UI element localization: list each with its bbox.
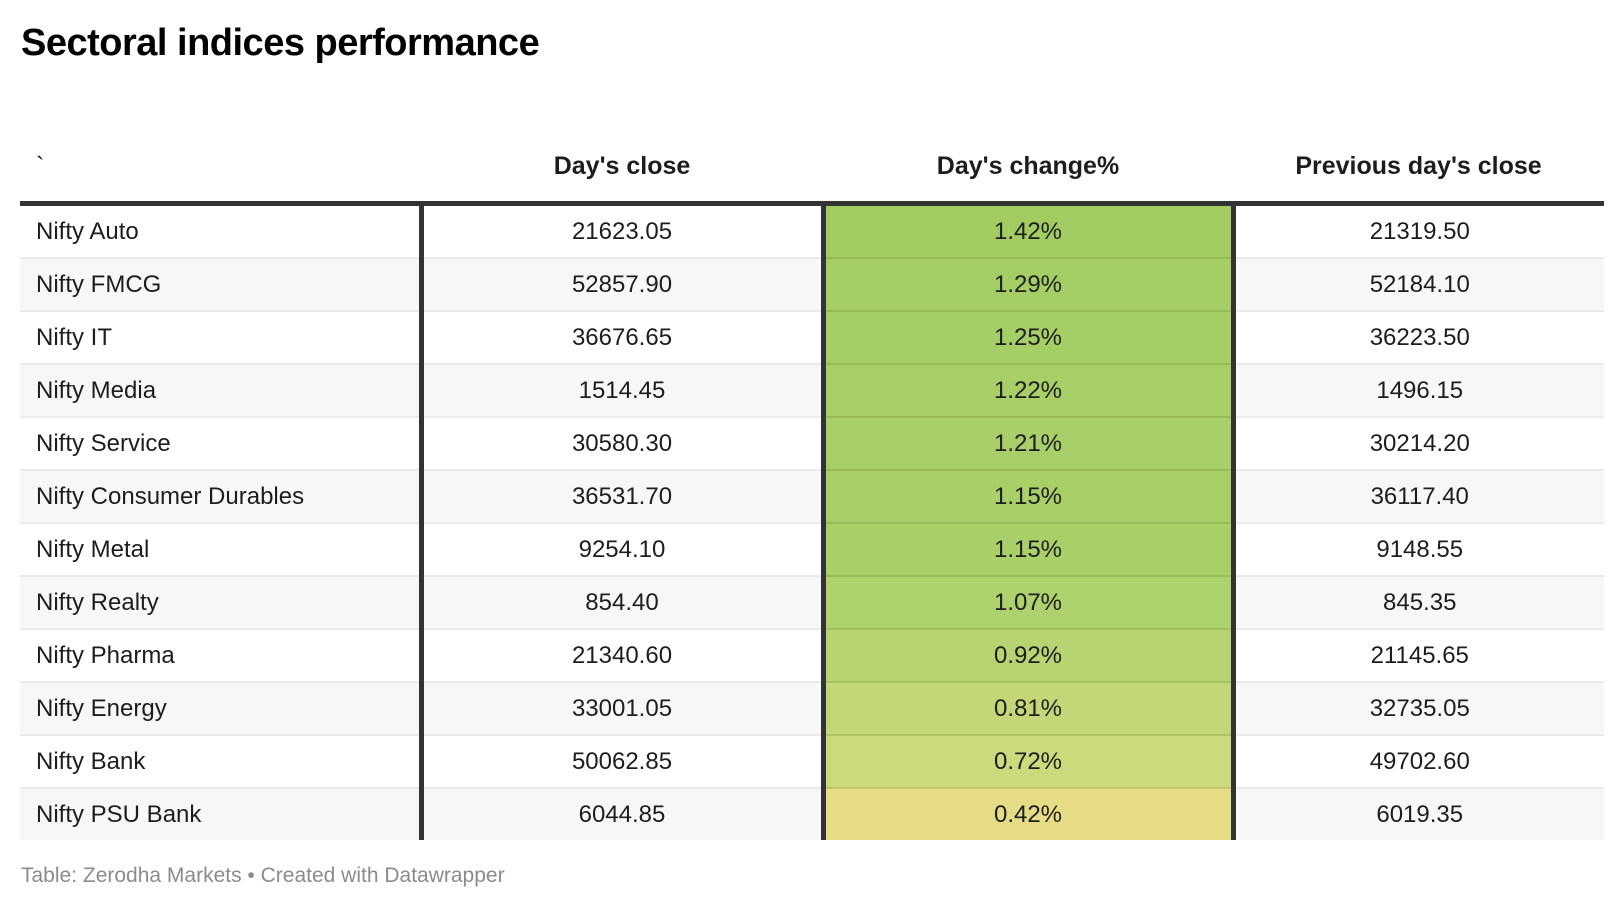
col-header-days-close: Day's close — [553, 152, 691, 180]
table-row: Nifty Metal 9254.10 1.15% 9148.55 — [20, 522, 1604, 576]
col-header-prev-close: Previous day's close — [1295, 152, 1542, 180]
days-change-cell: 0.72% — [820, 734, 1236, 788]
days-close-cell: 36676.65 — [421, 310, 823, 364]
prev-close-cell: 21145.65 — [1233, 628, 1604, 682]
days-change-cell: 1.25% — [820, 310, 1236, 364]
days-close-cell: 1514.45 — [421, 363, 823, 417]
table-row: Nifty Media 1514.45 1.22% 1496.15 — [20, 363, 1604, 417]
prev-close-cell: 845.35 — [1233, 575, 1604, 629]
prev-close-cell: 6019.35 — [1233, 787, 1604, 840]
table-row: Nifty Consumer Durables 36531.70 1.15% 3… — [20, 469, 1604, 523]
table-row: Nifty FMCG 52857.90 1.29% 52184.10 — [20, 257, 1604, 311]
table-row: Nifty Energy 33001.05 0.81% 32735.05 — [20, 681, 1604, 735]
days-close-cell: 21340.60 — [421, 628, 823, 682]
page-title: Sectoral indices performance — [21, 22, 540, 64]
index-name-cell: Nifty IT — [20, 310, 424, 364]
index-name-cell: Nifty Auto — [20, 201, 424, 258]
table-row: Nifty IT 36676.65 1.25% 36223.50 — [20, 310, 1604, 364]
prev-close-cell: 52184.10 — [1233, 257, 1604, 311]
table-row: Nifty Bank 50062.85 0.72% 49702.60 — [20, 734, 1604, 788]
table-row: Nifty Auto 21623.05 1.42% 21319.50 — [20, 201, 1604, 258]
index-name-cell: Nifty Service — [20, 416, 424, 470]
index-name-cell: Nifty FMCG — [20, 257, 424, 311]
table-row: Nifty Pharma 21340.60 0.92% 21145.65 — [20, 628, 1604, 682]
prev-close-cell: 1496.15 — [1233, 363, 1604, 417]
prev-close-cell: 36223.50 — [1233, 310, 1604, 364]
days-change-cell: 1.15% — [820, 469, 1236, 523]
prev-close-cell: 21319.50 — [1233, 201, 1604, 258]
days-close-cell: 52857.90 — [421, 257, 823, 311]
days-change-cell: 1.29% — [820, 257, 1236, 311]
index-name-cell: Nifty Metal — [20, 522, 424, 576]
prev-close-cell: 9148.55 — [1233, 522, 1604, 576]
col-header-blank: ` — [36, 152, 45, 180]
table-header: ` Day's close Day's change% Previous day… — [20, 66, 1604, 204]
page: Sectoral indices performance ` Day's clo… — [0, 20, 1608, 888]
days-close-cell: 21623.05 — [421, 201, 823, 258]
prev-close-cell: 32735.05 — [1233, 681, 1604, 735]
source-attribution: Table: Zerodha Markets • Created with Da… — [21, 864, 505, 887]
days-change-cell: 1.15% — [820, 522, 1236, 576]
days-close-cell: 30580.30 — [421, 416, 823, 470]
prev-close-cell: 30214.20 — [1233, 416, 1604, 470]
days-change-cell: 0.81% — [820, 681, 1236, 735]
index-name-cell: Nifty Energy — [20, 681, 424, 735]
prev-close-cell: 49702.60 — [1233, 734, 1604, 788]
days-change-cell: 1.07% — [820, 575, 1236, 629]
table-row: Nifty Realty 854.40 1.07% 845.35 — [20, 575, 1604, 629]
days-close-cell: 9254.10 — [421, 522, 823, 576]
index-name-cell: Nifty Consumer Durables — [20, 469, 424, 523]
index-name-cell: Nifty Pharma — [20, 628, 424, 682]
days-close-cell: 33001.05 — [421, 681, 823, 735]
table-row: Nifty PSU Bank 6044.85 0.42% 6019.35 — [20, 787, 1604, 840]
index-name-cell: Nifty PSU Bank — [20, 787, 424, 840]
prev-close-cell: 36117.40 — [1233, 469, 1604, 523]
days-close-cell: 854.40 — [421, 575, 823, 629]
days-change-cell: 1.22% — [820, 363, 1236, 417]
days-change-cell: 0.42% — [820, 787, 1236, 840]
days-change-cell: 1.21% — [820, 416, 1236, 470]
table-body: Nifty Auto 21623.05 1.42% 21319.50 Nifty… — [20, 201, 1604, 840]
col-header-days-change: Day's change% — [936, 152, 1120, 180]
table-row: Nifty Service 30580.30 1.21% 30214.20 — [20, 416, 1604, 470]
index-name-cell: Nifty Media — [20, 363, 424, 417]
sectoral-indices-table: ` Day's close Day's change% Previous day… — [20, 66, 1604, 840]
days-close-cell: 6044.85 — [421, 787, 823, 840]
days-close-cell: 50062.85 — [421, 734, 823, 788]
index-name-cell: Nifty Realty — [20, 575, 424, 629]
index-name-cell: Nifty Bank — [20, 734, 424, 788]
days-close-cell: 36531.70 — [421, 469, 823, 523]
days-change-cell: 0.92% — [820, 628, 1236, 682]
days-change-cell: 1.42% — [820, 201, 1236, 258]
